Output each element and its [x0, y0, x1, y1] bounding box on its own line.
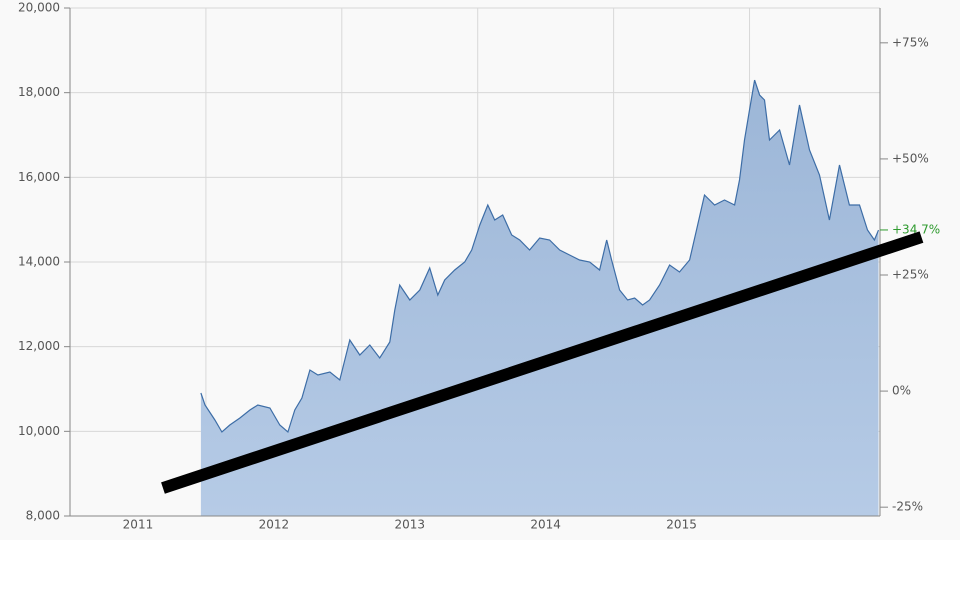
x-tick-label: 2015: [666, 518, 697, 532]
y2-tick-label: +50%: [892, 151, 929, 165]
y-tick-label: 14,000: [18, 255, 60, 269]
x-tick-label: 2011: [123, 518, 154, 532]
y-tick-label: 18,000: [18, 85, 60, 99]
area-fill: [200, 80, 879, 516]
x-tick-label: 2014: [530, 518, 561, 532]
price-line: [200, 79, 880, 434]
trend-line: [161, 231, 924, 494]
y2-tick-label: 0%: [892, 384, 911, 398]
y-tick-label: 12,000: [18, 339, 60, 353]
y-tick-label: 20,000: [18, 1, 60, 15]
y2-tick-label: +25%: [892, 268, 929, 282]
x-tick-label: 2012: [259, 518, 290, 532]
y2-tick-label: -25%: [892, 500, 923, 514]
y-tick-label: 8,000: [26, 509, 60, 523]
y-tick-label: 10,000: [18, 424, 60, 438]
x-tick-label: 2013: [394, 518, 425, 532]
y-tick-label: 16,000: [18, 170, 60, 184]
y2-tick-label: +75%: [892, 35, 929, 49]
last-change-label: +34.7%: [892, 222, 940, 236]
